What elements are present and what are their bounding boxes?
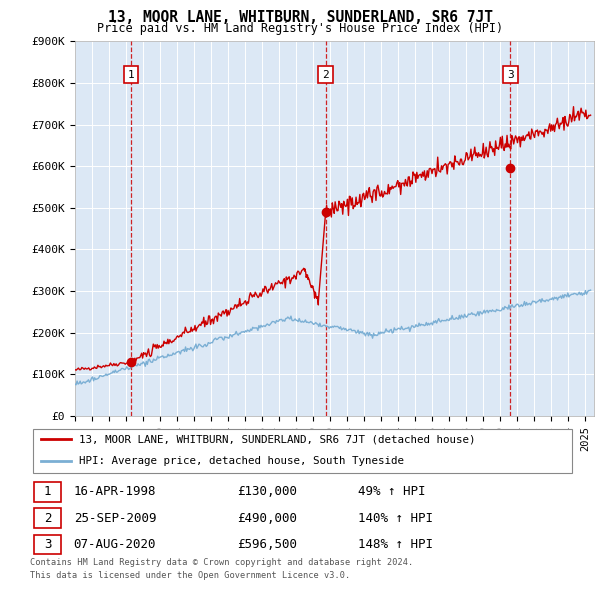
Text: £130,000: £130,000 bbox=[238, 485, 298, 498]
Text: 3: 3 bbox=[44, 538, 51, 551]
Text: £490,000: £490,000 bbox=[238, 512, 298, 525]
Text: 13, MOOR LANE, WHITBURN, SUNDERLAND, SR6 7JT: 13, MOOR LANE, WHITBURN, SUNDERLAND, SR6… bbox=[107, 10, 493, 25]
Text: 49% ↑ HPI: 49% ↑ HPI bbox=[358, 485, 425, 498]
Text: 2: 2 bbox=[44, 512, 51, 525]
FancyBboxPatch shape bbox=[34, 481, 61, 501]
Text: 2: 2 bbox=[322, 70, 329, 80]
Text: 07-AUG-2020: 07-AUG-2020 bbox=[74, 538, 156, 551]
Text: 140% ↑ HPI: 140% ↑ HPI bbox=[358, 512, 433, 525]
Text: 3: 3 bbox=[507, 70, 514, 80]
FancyBboxPatch shape bbox=[34, 508, 61, 528]
Text: 13, MOOR LANE, WHITBURN, SUNDERLAND, SR6 7JT (detached house): 13, MOOR LANE, WHITBURN, SUNDERLAND, SR6… bbox=[79, 434, 476, 444]
Text: This data is licensed under the Open Government Licence v3.0.: This data is licensed under the Open Gov… bbox=[30, 571, 350, 580]
FancyBboxPatch shape bbox=[33, 428, 572, 473]
Text: 1: 1 bbox=[128, 70, 134, 80]
Text: 148% ↑ HPI: 148% ↑ HPI bbox=[358, 538, 433, 551]
Text: 16-APR-1998: 16-APR-1998 bbox=[74, 485, 156, 498]
Text: Contains HM Land Registry data © Crown copyright and database right 2024.: Contains HM Land Registry data © Crown c… bbox=[30, 558, 413, 567]
FancyBboxPatch shape bbox=[34, 535, 61, 555]
Text: 1: 1 bbox=[44, 485, 51, 498]
Text: £596,500: £596,500 bbox=[238, 538, 298, 551]
Text: 25-SEP-2009: 25-SEP-2009 bbox=[74, 512, 156, 525]
Text: HPI: Average price, detached house, South Tyneside: HPI: Average price, detached house, Sout… bbox=[79, 457, 404, 467]
Text: Price paid vs. HM Land Registry's House Price Index (HPI): Price paid vs. HM Land Registry's House … bbox=[97, 22, 503, 35]
